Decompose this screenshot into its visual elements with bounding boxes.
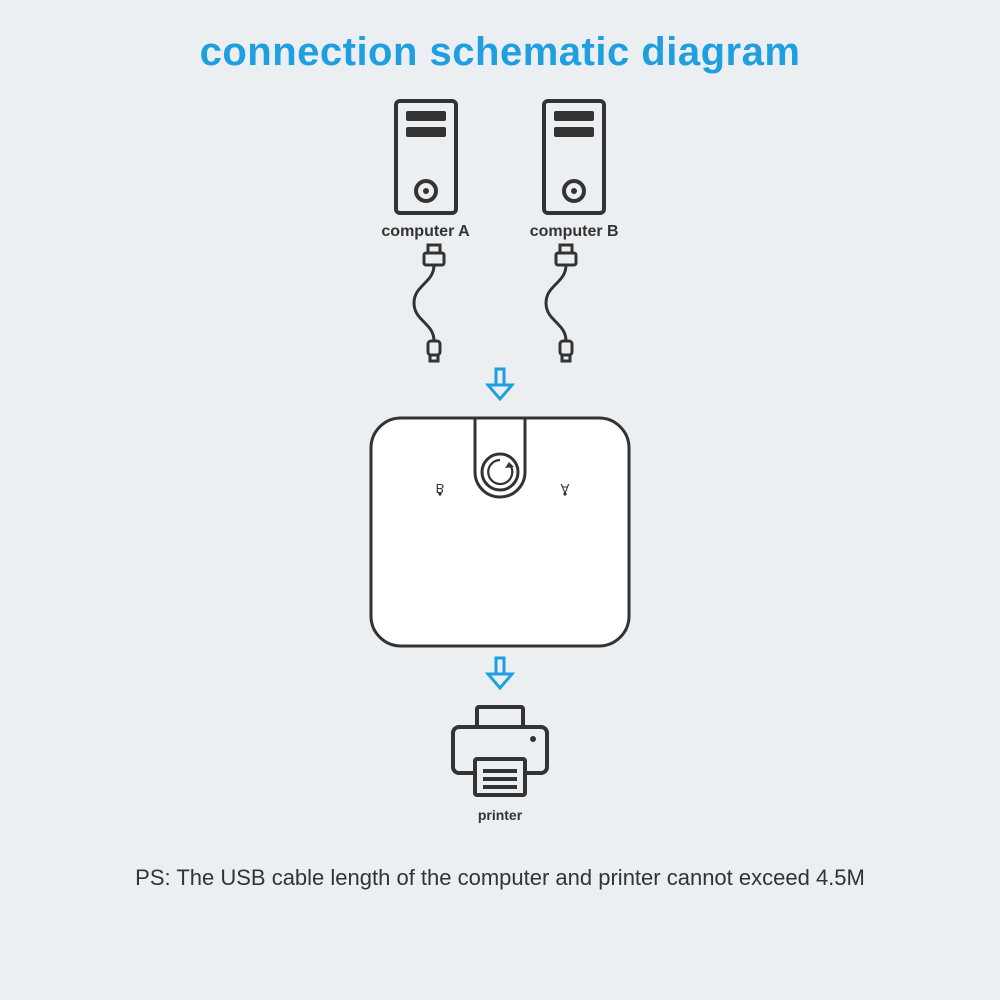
arrow-to-printer bbox=[485, 656, 515, 697]
usb-cables-row bbox=[398, 243, 602, 363]
usb-switch-icon: B A bbox=[365, 412, 635, 652]
arrow-down-icon bbox=[485, 367, 515, 403]
footnote: PS: The USB cable length of the computer… bbox=[135, 865, 865, 891]
footnote-prefix: PS: bbox=[135, 865, 176, 890]
computers-row: computer A computer B bbox=[381, 97, 618, 241]
arrow-down-icon bbox=[485, 656, 515, 692]
arrow-to-switch bbox=[485, 367, 515, 408]
diagram-title: connection schematic diagram bbox=[200, 30, 801, 75]
printer-label: printer bbox=[478, 807, 522, 823]
printer-icon bbox=[445, 701, 555, 801]
computer-b-unit: computer B bbox=[530, 97, 619, 241]
computer-b-label: computer B bbox=[530, 223, 619, 241]
usb-cable-b-icon bbox=[530, 243, 602, 363]
computer-a-unit: computer A bbox=[381, 97, 469, 241]
usb-cable-a-icon bbox=[398, 243, 470, 363]
footnote-text: The USB cable length of the computer and… bbox=[176, 865, 865, 890]
computer-b-icon bbox=[538, 97, 610, 217]
computer-a-icon bbox=[390, 97, 462, 217]
computer-a-label: computer A bbox=[381, 223, 469, 241]
